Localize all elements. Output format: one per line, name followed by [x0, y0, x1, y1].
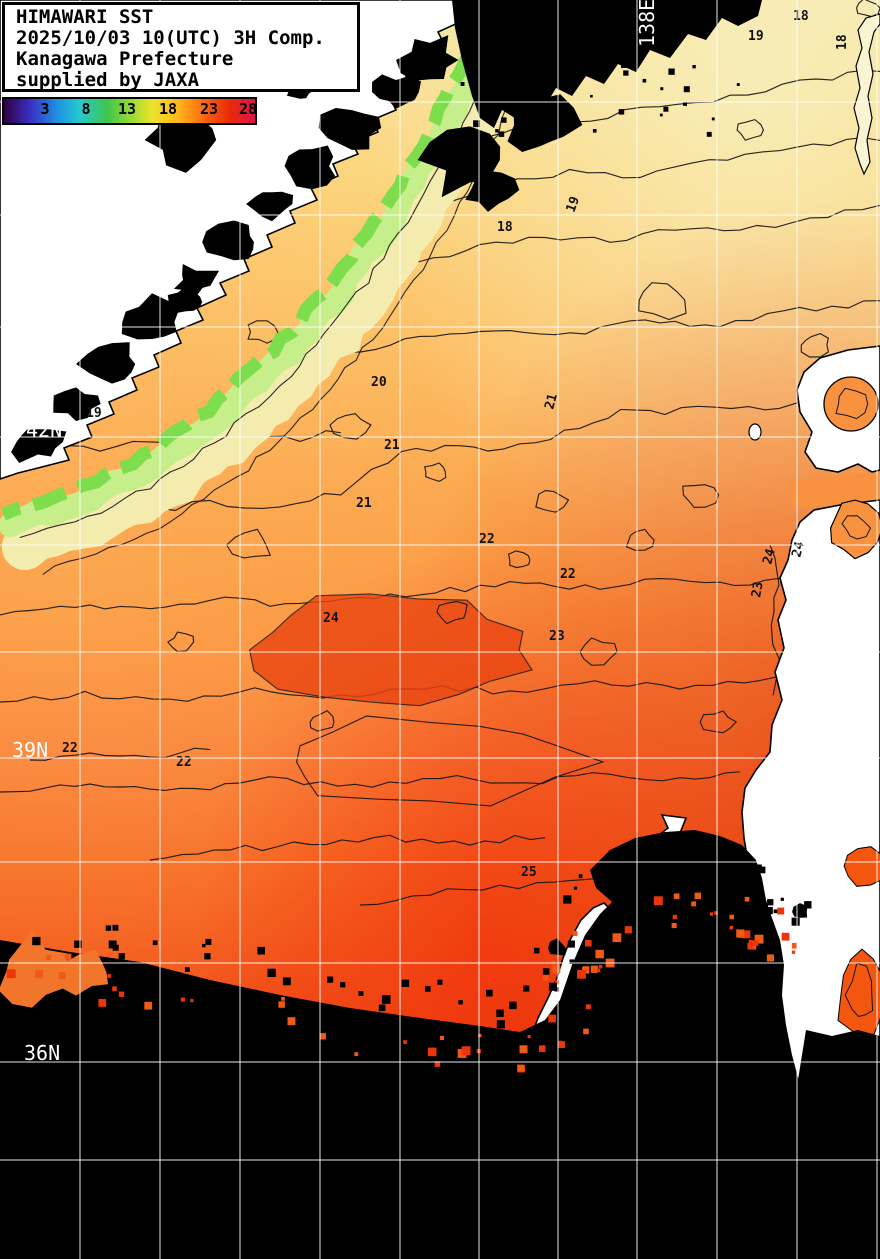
svg-text:21: 21 — [542, 392, 561, 411]
svg-text:23: 23 — [749, 581, 766, 599]
temperature-colorbar: 3 8 13 18 23 28 — [2, 97, 257, 125]
svg-text:22: 22 — [62, 741, 78, 756]
svg-text:18: 18 — [835, 34, 850, 50]
latitude-label: 39N — [12, 738, 48, 762]
colorbar-tick-label: 18 — [158, 100, 178, 118]
svg-text:18: 18 — [497, 220, 513, 235]
longitude-label: 138E — [635, 0, 659, 47]
region-line: Kanagawa Prefecture — [16, 48, 234, 70]
svg-text:19: 19 — [86, 406, 102, 421]
svg-text:21: 21 — [356, 496, 372, 511]
latlon-labels: 42N 39N 36N 138E — [12, 0, 659, 1065]
credit-line: supplied by JAXA — [16, 69, 200, 91]
colorbar-tick-label: 23 — [199, 100, 219, 118]
colorbar-tick-label: 8 — [81, 100, 91, 118]
svg-text:21: 21 — [384, 438, 400, 453]
svg-text:18: 18 — [793, 9, 809, 24]
svg-text:24: 24 — [760, 547, 779, 566]
svg-text:20: 20 — [371, 375, 387, 390]
svg-text:22: 22 — [176, 755, 192, 770]
svg-text:22: 22 — [560, 567, 576, 582]
product-title: HIMAWARI SST — [16, 6, 154, 28]
colorbar-tick-label: 3 — [40, 100, 50, 118]
svg-text:22: 22 — [479, 532, 495, 547]
colorbar-tick-label: 28 — [238, 100, 258, 118]
svg-text:25: 25 — [521, 865, 537, 880]
latitude-label: 42N — [26, 418, 62, 442]
svg-text:19: 19 — [564, 195, 583, 215]
svg-text:24: 24 — [323, 611, 339, 626]
datetime-line: 2025/10/03 10(UTC) 3H Comp. — [16, 27, 325, 49]
svg-text:19: 19 — [748, 29, 764, 44]
svg-text:23: 23 — [549, 629, 565, 644]
title-box: HIMAWARI SST 2025/10/03 10(UTC) 3H Comp.… — [2, 2, 360, 92]
latitude-label: 36N — [24, 1041, 60, 1065]
colorbar-tick-label: 13 — [117, 100, 137, 118]
